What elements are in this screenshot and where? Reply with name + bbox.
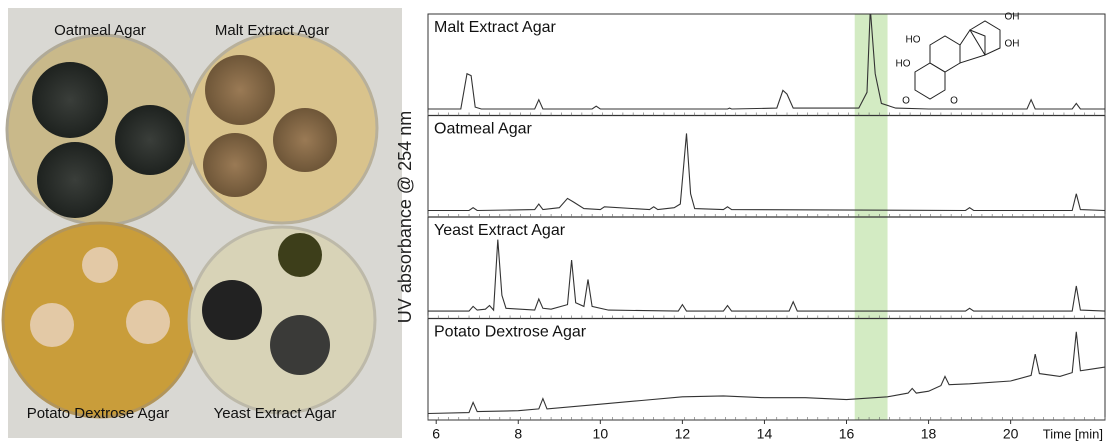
x-tick-label: 8 bbox=[514, 426, 522, 442]
panel-label: Malt Extract Agar bbox=[434, 19, 556, 36]
panel-label: Yeast Extract Agar bbox=[434, 222, 566, 239]
x-tick-label: 6 bbox=[432, 426, 440, 442]
trace bbox=[428, 133, 1105, 210]
x-tick-label: 10 bbox=[593, 426, 609, 442]
photo-label: Potato Dextrose Agar bbox=[27, 405, 170, 422]
panel-label: Potato Dextrose Agar bbox=[434, 324, 587, 341]
structure bbox=[915, 21, 1000, 99]
x-tick-label: 16 bbox=[839, 426, 855, 442]
structure-label: HO bbox=[906, 35, 921, 46]
x-tick-label: 18 bbox=[921, 426, 937, 442]
x-axis-label: Time [min] bbox=[1043, 426, 1103, 441]
traces bbox=[428, 9, 1105, 414]
y-axis-label: UV absorbance @ 254 nm bbox=[395, 111, 415, 323]
panel-label: Oatmeal Agar bbox=[434, 121, 533, 138]
x-tick-label: 14 bbox=[757, 426, 773, 442]
photo bbox=[3, 8, 402, 438]
structure-label: HO bbox=[896, 59, 911, 70]
photo-label: Oatmeal Agar bbox=[54, 22, 146, 39]
structure-label: OH bbox=[1005, 12, 1020, 23]
photo-label: Yeast Extract Agar bbox=[214, 405, 337, 422]
x-tick-label: 12 bbox=[675, 426, 691, 442]
trace bbox=[428, 332, 1105, 414]
figure: Oatmeal Agar Malt Extract Agar Potato De… bbox=[0, 0, 1106, 443]
structure-label: O bbox=[902, 96, 910, 107]
trace bbox=[428, 240, 1105, 312]
photo-label: Malt Extract Agar bbox=[215, 22, 329, 39]
structure-label: OH bbox=[1005, 39, 1020, 50]
structure-label: O bbox=[950, 96, 958, 107]
x-tick-label: 20 bbox=[1003, 426, 1019, 442]
